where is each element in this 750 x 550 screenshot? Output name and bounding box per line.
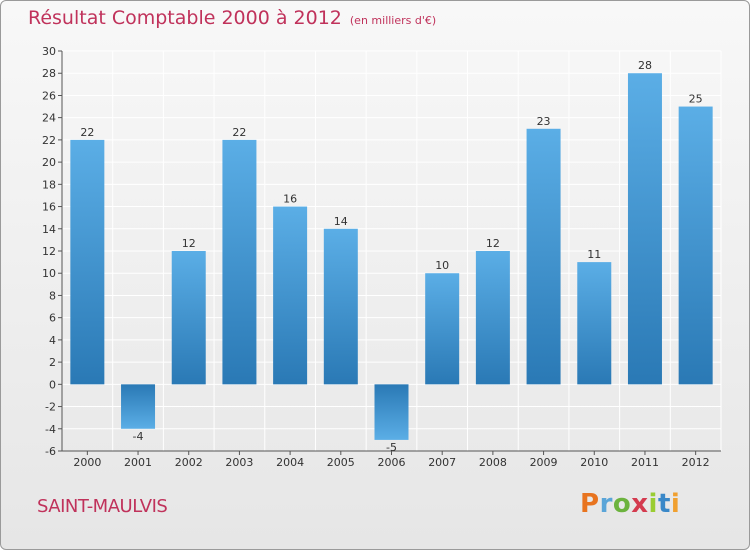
x-tick-label-2006: 2006 [378, 456, 406, 469]
y-tick-label: 2 [49, 356, 56, 369]
y-tick-label: 22 [42, 134, 56, 147]
y-tick-label: -6 [45, 445, 56, 458]
x-tick-label-2001: 2001 [124, 456, 152, 469]
value-label-2009: 23 [537, 115, 551, 128]
bar-2004 [273, 206, 308, 385]
y-tick-label: 0 [49, 378, 56, 391]
logo-letter: o [612, 489, 632, 519]
bar-2011 [627, 73, 662, 385]
chart-subtitle: (en milliers d'€) [349, 14, 437, 27]
y-tick-label: 24 [42, 112, 56, 125]
x-tick-label-2009: 2009 [530, 456, 558, 469]
y-tick-label: 6 [49, 312, 56, 325]
y-tick-label: -2 [45, 401, 56, 414]
logo-letter: P [580, 489, 600, 519]
value-label-2003: 22 [232, 126, 246, 139]
value-label-2010: 11 [587, 248, 601, 261]
y-tick-label: 8 [49, 289, 56, 302]
value-label-2011: 28 [638, 59, 652, 72]
y-tick-label: 18 [42, 178, 56, 191]
bar-2003 [222, 139, 257, 385]
bar-2010 [577, 262, 612, 385]
logo-letter: r [599, 489, 613, 519]
bars [70, 73, 713, 440]
value-label-2000: 22 [80, 126, 94, 139]
labels: 22 -4 12 22 16 14 -5 10 12 23 11 28 25 [80, 59, 702, 454]
value-label-2007: 10 [435, 259, 449, 272]
commune-name: SAINT-MAULVIS [37, 496, 168, 517]
y-tick-label: 10 [42, 267, 56, 280]
bar-2007 [425, 273, 460, 385]
y-tick-label: 26 [42, 89, 56, 102]
y-tick-label: 28 [42, 67, 56, 80]
bar-2008 [475, 251, 510, 385]
x-tick-label-2000: 2000 [73, 456, 101, 469]
logo-letter: x [631, 489, 649, 519]
value-label-2001: -4 [133, 430, 144, 443]
x-tick-label-2005: 2005 [327, 456, 355, 469]
x-tick-label-2002: 2002 [175, 456, 203, 469]
logo-letter: i [670, 489, 681, 519]
x-tick-label-2008: 2008 [479, 456, 507, 469]
value-label-2012: 25 [689, 93, 703, 106]
x-tick-label-2012: 2012 [682, 456, 710, 469]
y-tick-label: -4 [45, 423, 56, 436]
bar-2001 [121, 384, 156, 429]
y-tick-label: 30 [42, 45, 56, 58]
bar-2009 [526, 128, 561, 385]
x-tick-label-2007: 2007 [428, 456, 456, 469]
proxiti-logo: Proxiti [580, 489, 680, 519]
y-tick-label: 4 [49, 334, 56, 347]
value-label-2002: 12 [182, 237, 196, 250]
bar-2012 [678, 106, 713, 385]
y-tick-label: 20 [42, 156, 56, 169]
x-tick-label-2004: 2004 [276, 456, 304, 469]
x-tick-label-2003: 2003 [225, 456, 253, 469]
value-label-2005: 14 [334, 215, 348, 228]
logo-letter: i [648, 489, 658, 519]
value-label-2008: 12 [486, 237, 500, 250]
bar-2006 [374, 384, 409, 440]
value-label-2006: -5 [386, 441, 397, 454]
y-tick-label: 14 [42, 223, 56, 236]
value-label-2004: 16 [283, 193, 297, 206]
chart-title-text: Résultat Comptable 2000 à 2012 [28, 7, 342, 29]
bar-2000 [70, 139, 105, 385]
chart-title: Résultat Comptable 2000 à 2012 (en millie… [28, 7, 436, 29]
x-tick-label-2011: 2011 [631, 456, 659, 469]
y-tick-label: 16 [42, 201, 56, 214]
bar-2002 [171, 251, 206, 385]
y-tick-label: 12 [42, 245, 56, 258]
logo-letter: t [657, 489, 671, 519]
x-tick-label-2010: 2010 [580, 456, 608, 469]
bar-2005 [323, 228, 358, 385]
